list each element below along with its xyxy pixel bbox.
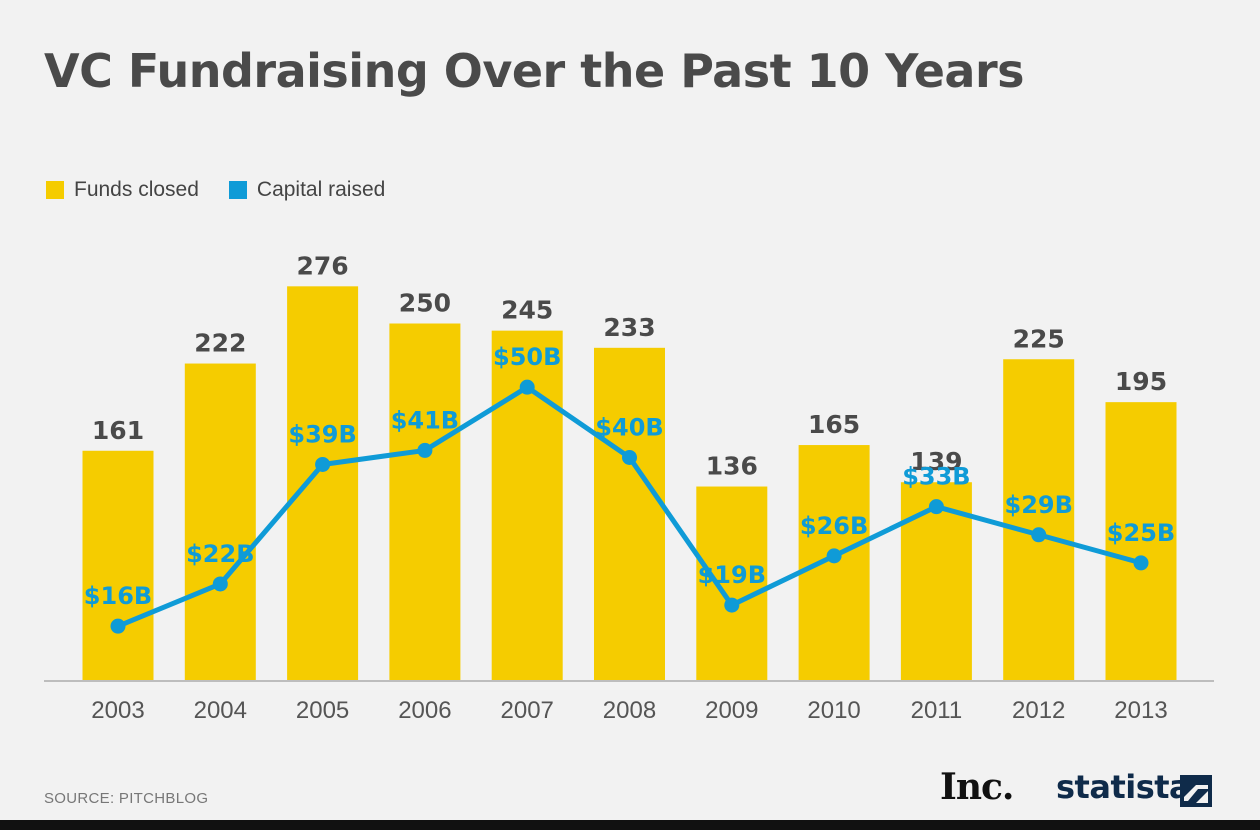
bar-funds-2009 <box>696 486 768 681</box>
bar-value-label-2006: 250 <box>399 289 451 318</box>
bar-funds-2004 <box>184 363 256 681</box>
legend-swatch-funds <box>46 181 64 199</box>
chart-title: VC Fundraising Over the Past 10 Years <box>44 44 1025 98</box>
legend-item-funds: Funds closed <box>46 178 199 202</box>
line-value-label-2003: $16B <box>84 582 152 610</box>
bar-funds-2006 <box>389 323 461 681</box>
bottom-bar <box>0 820 1260 830</box>
point-capital-2011 <box>928 499 944 515</box>
x-tick-label-2011: 2011 <box>911 697 963 724</box>
line-value-label-2006: $41B <box>391 406 459 434</box>
bar-funds-2013 <box>1105 402 1177 681</box>
point-capital-2007 <box>519 379 535 395</box>
x-tick-label-2004: 2004 <box>194 697 247 724</box>
bar-value-label-2003: 161 <box>92 416 144 445</box>
point-capital-2005 <box>315 456 331 472</box>
line-value-label-2011: $33B <box>902 463 970 491</box>
bar-value-label-2007: 245 <box>501 296 553 325</box>
point-capital-2008 <box>622 449 637 465</box>
legend-label-capital: Capital raised <box>256 178 386 201</box>
bar-funds-2003 <box>82 450 154 681</box>
x-tick-label-2013: 2013 <box>1114 697 1167 724</box>
inc-logo: Inc. <box>940 766 1014 808</box>
point-capital-2003 <box>110 618 126 634</box>
bar-value-label-2010: 165 <box>808 410 860 439</box>
point-capital-2013 <box>1133 555 1149 571</box>
x-tick-label-2007: 2007 <box>501 697 554 724</box>
x-tick-label-2008: 2008 <box>603 697 656 724</box>
x-tick-label-2003: 2003 <box>91 697 144 724</box>
bar-funds-2008 <box>594 347 665 681</box>
bar-value-label-2004: 222 <box>194 329 246 358</box>
statista-logo-icon <box>1180 775 1212 807</box>
bar-funds-2012 <box>1003 359 1075 681</box>
line-value-label-2005: $39B <box>288 420 356 448</box>
bar-value-label-2011: 139 <box>910 447 962 476</box>
chart-legend: Funds closed Capital raised <box>46 178 415 202</box>
point-capital-2010 <box>826 548 842 564</box>
point-capital-2006 <box>417 442 433 458</box>
point-capital-2012 <box>1031 527 1047 543</box>
line-value-label-2012: $29B <box>1005 491 1073 519</box>
line-value-label-2008: $40B <box>595 413 663 441</box>
line-value-label-2010: $26B <box>800 512 868 540</box>
line-value-label-2007: $50B <box>493 343 561 371</box>
bar-funds-2005 <box>287 286 359 681</box>
statista-logo: statista <box>1056 768 1191 806</box>
bar-value-label-2012: 225 <box>1013 324 1065 353</box>
legend-item-capital: Capital raised <box>228 178 386 202</box>
x-tick-label-2005: 2005 <box>296 697 349 724</box>
legend-swatch-capital <box>228 181 247 199</box>
x-tick-label-2010: 2010 <box>807 697 860 724</box>
x-tick-label-2009: 2009 <box>705 697 758 724</box>
line-value-label-2009: $19B <box>698 561 766 589</box>
bar-value-label-2013: 195 <box>1115 367 1167 396</box>
source-note: SOURCE: PITCHBLOG <box>44 790 209 807</box>
bar-value-label-2008: 233 <box>603 313 655 342</box>
bar-value-label-2009: 136 <box>706 452 758 481</box>
point-capital-2009 <box>724 597 740 613</box>
legend-label-funds: Funds closed <box>74 178 199 201</box>
line-value-label-2013: $25B <box>1107 519 1175 547</box>
bar-value-label-2005: 276 <box>297 251 349 280</box>
x-tick-label-2012: 2012 <box>1012 697 1065 724</box>
point-capital-2004 <box>212 576 228 592</box>
line-value-label-2004: $22B <box>186 540 254 568</box>
x-tick-label-2006: 2006 <box>398 697 451 724</box>
